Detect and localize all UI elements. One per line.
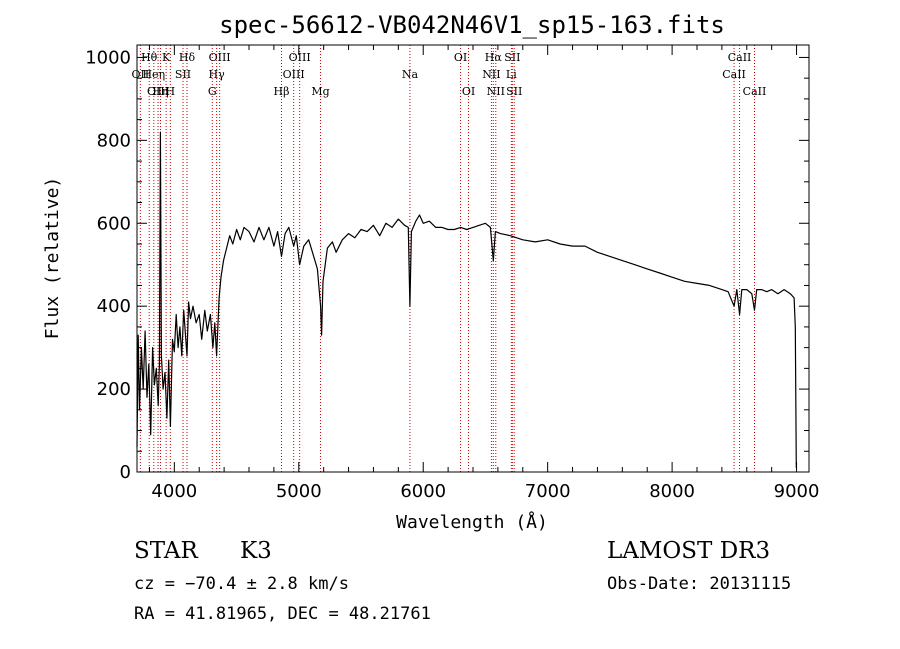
x-tick-label: 8000 (649, 481, 695, 502)
x-tick-label: 5000 (276, 481, 322, 502)
line-markers (139, 45, 755, 472)
line-label-12: Hβ (274, 85, 290, 98)
line-label-2: Heη (142, 68, 165, 81)
line-label-7: SII (175, 68, 191, 81)
line-label-15: Mg (311, 85, 329, 98)
y-axis-label: Flux (relative) (42, 177, 63, 340)
line-label-22: SII (504, 51, 520, 64)
line-label-24: SII (506, 85, 522, 98)
y-tick-label: 1000 (85, 47, 131, 68)
spectrum-series (136, 131, 797, 468)
line-label-10: Hγ (209, 68, 226, 81)
line-label-0: Hθ (141, 51, 158, 64)
redshift-cz: cz = −70.4 ± 2.8 km/s (134, 574, 349, 594)
x-tick-label: 4000 (151, 481, 197, 502)
line-label-5: K (162, 51, 171, 64)
y-tick-label: 800 (97, 130, 131, 151)
line-label-16: Na (402, 68, 419, 81)
line-label-3: OIII (147, 85, 169, 98)
y-tick-label: 400 (97, 296, 131, 317)
y-tick-label: 200 (97, 379, 131, 400)
survey-name: LAMOST DR3 (607, 538, 771, 564)
x-axis-label: Wavelength (Å) (396, 511, 548, 533)
spectrum-line (136, 131, 797, 468)
line-label-13: OIII (283, 68, 305, 81)
x-tick-label: 6000 (400, 481, 446, 502)
line-label-6: H (166, 85, 176, 98)
line-label-8: Hδ (179, 51, 196, 64)
object-class: STAR (134, 538, 198, 564)
line-label-14: OIII (289, 51, 311, 64)
object-subclass: K3 (240, 538, 272, 564)
line-label-1: OII (132, 68, 150, 81)
line-label-9: OIII (209, 51, 231, 64)
line-label-26: CaII (728, 51, 752, 64)
line-label-18: OI (462, 85, 475, 98)
line-label-20: Hα (485, 51, 503, 64)
line-label-19: NII (482, 68, 500, 81)
chart-title: spec-56612-VB042N46V1_sp15-163.fits (219, 11, 725, 39)
y-tick-label: 0 (120, 462, 131, 483)
line-label-21: NII (487, 85, 505, 98)
observation-date: Obs-Date: 20131115 (607, 574, 792, 594)
x-tick-label: 9000 (774, 481, 820, 502)
line-label-11: G (208, 85, 217, 98)
plot-frame (136, 44, 810, 473)
line-label-4: Hη (152, 85, 168, 98)
line-label-27: CaII (743, 85, 767, 98)
x-tick-label: 7000 (525, 481, 571, 502)
line-label-17: OI (454, 51, 467, 64)
line-label-25: CaII (722, 68, 746, 81)
y-tick-label: 600 (97, 213, 131, 234)
line-label-23: Li (506, 68, 517, 81)
coordinates: RA = 41.81965, DEC = 48.21761 (134, 604, 431, 624)
x-axis: 4000 5000 6000 7000 8000 9000 (148, 45, 820, 502)
y-axis: 0 200 400 600 800 1000 (85, 47, 809, 483)
